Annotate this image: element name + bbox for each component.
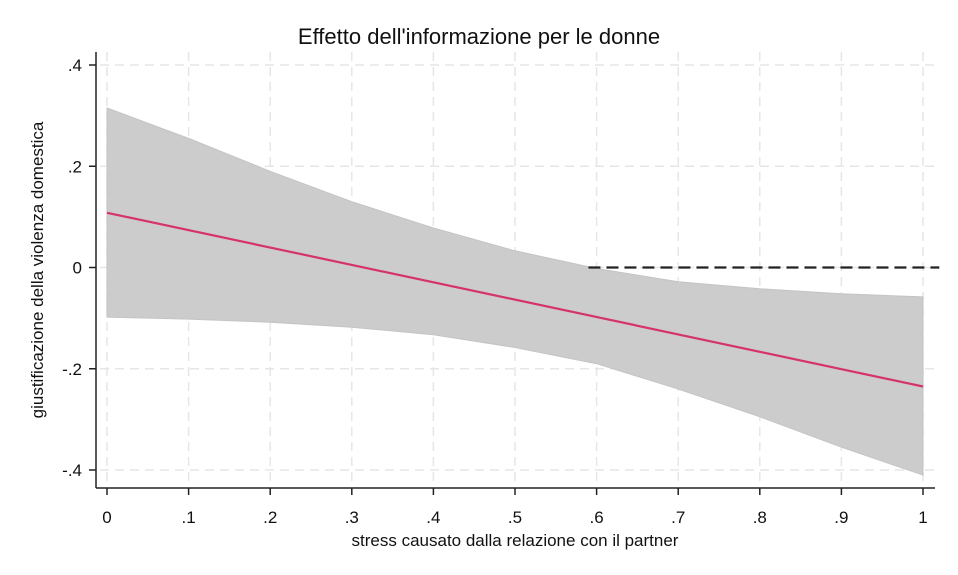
y-tick-label: -.4: [62, 461, 82, 480]
x-tick-label: .8: [753, 508, 767, 527]
x-tick-label: .4: [426, 508, 440, 527]
x-tick-label: 0: [102, 508, 111, 527]
x-tick-label: .3: [345, 508, 359, 527]
x-tick-label: .7: [671, 508, 685, 527]
x-tick-label: .1: [182, 508, 196, 527]
y-tick-label: 0: [73, 259, 82, 278]
confidence-band-area: [106, 107, 924, 476]
y-tick-label: -.2: [62, 360, 82, 379]
y-axis-label: giustificazione della violenza domestica: [28, 121, 47, 418]
x-tick-label: .6: [590, 508, 604, 527]
x-ticks: 0 .1 .2 .3 .4 .5 .6 .7 .8 .9 1: [102, 488, 928, 527]
x-tick-label: .2: [263, 508, 277, 527]
y-tick-label: .4: [68, 56, 82, 75]
series: [106, 211, 924, 388]
confidence-band: [106, 107, 924, 476]
x-tick-label: .9: [834, 508, 848, 527]
y-ticks: .4 .2 0 -.2 -.4: [62, 56, 96, 480]
y-tick-label: .2: [68, 157, 82, 176]
x-tick-label: .5: [508, 508, 522, 527]
chart-title: Effetto dell'informazione per le donne: [298, 24, 660, 49]
effect-line: [106, 211, 924, 388]
x-axis-label: stress causato dalla relazione con il pa…: [352, 531, 679, 550]
x-tick-label: 1: [918, 508, 927, 527]
